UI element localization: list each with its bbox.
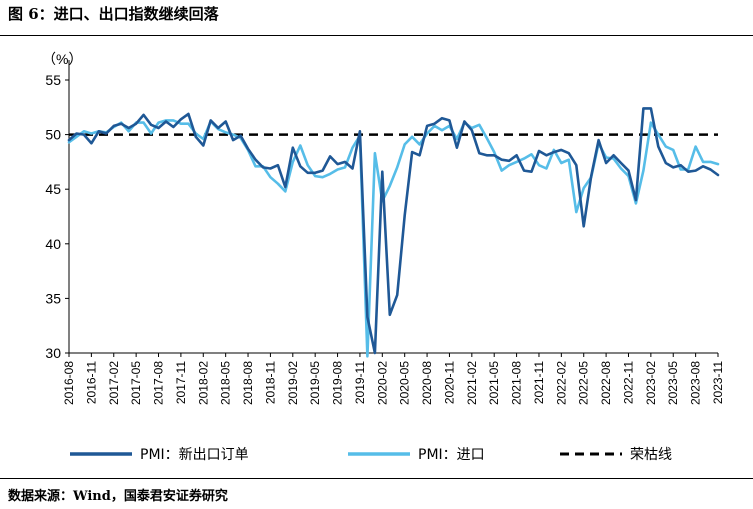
x-tick-label: 2022-02	[554, 361, 568, 405]
x-axis: 2016-08 2016-11 2017-02 2017-05 2017-08 2017-…	[62, 352, 725, 405]
x-tick-label: 2019-02	[286, 361, 300, 405]
legend: PMI：新出口订单 PMI：进口 荣枯线	[70, 447, 672, 463]
source-note: 数据来源：Wind，国泰君安证券研究	[8, 489, 228, 504]
x-tick-label: 2020-08	[420, 361, 434, 405]
top-rule	[0, 35, 753, 36]
x-tick-label: 2022-05	[577, 361, 591, 405]
x-tick-label: 2020-11	[442, 361, 456, 404]
x-tick-label: 2017-05	[129, 361, 143, 405]
y-tick-label: 35	[45, 290, 61, 306]
y-tick-label: 55	[45, 72, 61, 88]
x-tick-label: 2021-08	[510, 361, 524, 405]
x-tick-label: 2022-11	[621, 361, 635, 404]
x-tick-label: 2019-05	[308, 361, 322, 405]
x-tick-label: 2021-05	[487, 361, 501, 405]
x-tick-label: 2019-11	[353, 361, 367, 404]
x-tick-label: 2018-02	[196, 361, 210, 405]
x-tick-label: 2018-11	[263, 361, 277, 404]
x-tick-label: 2022-08	[599, 361, 613, 405]
series-line-new-export-orders	[67, 107, 720, 355]
x-tick-label: 2016-11	[84, 361, 98, 404]
y-tick-label: 45	[45, 181, 61, 197]
y-axis-label: （%）	[42, 51, 82, 67]
series-lines	[67, 107, 720, 358]
y-tick-label: 50	[45, 127, 61, 143]
y-tick-label: 30	[45, 345, 61, 361]
x-tick-label: 2017-02	[107, 361, 121, 405]
x-tick-label: 2023-05	[666, 361, 680, 405]
x-tick-label: 2023-11	[711, 361, 725, 404]
x-tick-label: 2023-08	[689, 361, 703, 405]
x-tick-label: 2023-02	[644, 361, 658, 405]
x-tick-label: 2016-08	[62, 361, 76, 405]
x-tick-label: 2020-05	[398, 361, 412, 405]
x-tick-label: 2021-02	[465, 361, 479, 405]
x-tick-label: 2018-05	[219, 361, 233, 405]
legend-item-import-label: PMI：进口	[418, 447, 485, 463]
x-tick-label: 2018-08	[241, 361, 255, 405]
y-tick-label: 40	[45, 236, 61, 252]
x-tick-label: 2020-02	[375, 361, 389, 405]
legend-item-new-export-orders-label: PMI：新出口订单	[140, 447, 249, 463]
x-tick-label: 2019-08	[331, 361, 345, 405]
bottom-rule	[0, 478, 753, 479]
legend-item-threshold-label: 荣枯线	[630, 447, 672, 463]
figure-title: 图 6：进口、出口指数继续回落	[8, 5, 219, 23]
y-axis: 30 35 40 45 50 55 （%）	[42, 51, 82, 361]
x-tick-label: 2021-11	[532, 361, 546, 404]
series-line-import	[67, 119, 720, 358]
x-tick-label: 2017-11	[174, 361, 188, 404]
x-tick-label: 2017-08	[152, 361, 166, 405]
